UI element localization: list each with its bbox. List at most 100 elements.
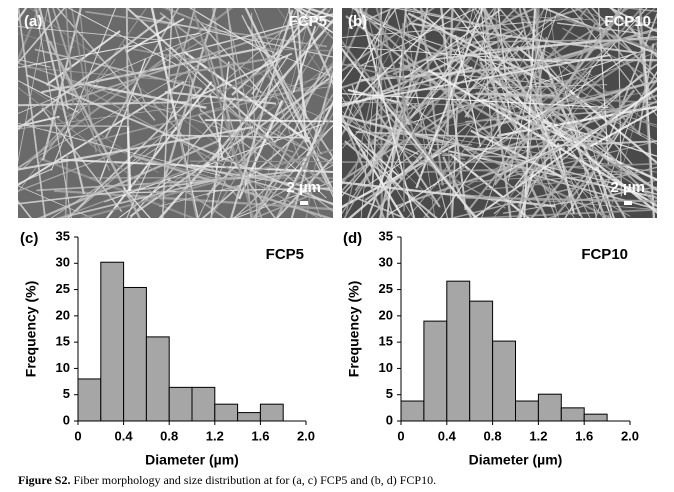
fiber [129,74,333,218]
fiber [226,8,255,143]
fiber [18,8,41,63]
fiber [50,8,117,171]
fiber [104,122,325,203]
fiber [419,8,444,186]
bar [400,400,425,422]
fiber [470,34,506,112]
fiber [133,154,333,218]
fiber [514,124,565,187]
fiber [342,8,418,134]
fiber [559,91,657,128]
panel-label: (d) [343,230,362,247]
fiber [159,12,237,72]
fiber [50,144,162,218]
fiber [41,8,82,161]
bar [560,407,585,422]
fiber [192,52,293,100]
fiber [18,58,51,68]
fiber [562,8,643,97]
fiber [454,34,482,147]
fiber [34,48,202,90]
fiber [474,8,657,207]
fiber [404,9,436,218]
fiber [342,8,436,72]
fiber [481,13,558,218]
fiber [122,44,146,105]
fiber [523,71,657,145]
scale-bar [300,201,308,205]
fiber [342,47,477,218]
caption: Figure S2. Fiber morphology and size dis… [18,473,436,487]
fiber [442,156,473,218]
fiber [375,8,420,152]
fiber [134,14,333,58]
bar [214,403,239,422]
fiber [446,8,454,136]
bar [492,340,517,422]
fiber [479,61,525,142]
fiber [460,208,657,218]
fiber [64,154,69,218]
fiber [507,8,548,182]
y-tick-label: 15 [379,334,393,349]
y-tick-label: 0 [63,412,70,427]
fiber [401,9,501,81]
x-tick-label: 1.6 [575,428,593,443]
fiber [502,186,657,214]
sem-image [342,8,657,218]
fiber [609,8,657,59]
fiber [342,115,405,218]
y-tick-label: 20 [379,307,393,322]
fiber [305,57,333,218]
fiber [589,108,657,148]
fiber [342,124,431,218]
fiber [342,54,611,106]
fiber [472,8,510,109]
x-tick-label: 1.6 [251,428,269,443]
fiber [392,8,499,30]
fiber [290,69,333,218]
fiber [342,63,439,89]
fiber [201,102,333,218]
fiber [234,180,333,218]
fiber [348,8,395,29]
x-tick-label: 1.2 [206,428,224,443]
fiber [344,8,392,218]
fiber [459,8,590,174]
fiber [240,8,332,145]
fiber [183,50,310,143]
fiber [18,115,60,128]
bar [145,336,170,422]
fiber [161,8,173,218]
fiber [550,91,627,218]
fiber [342,113,386,218]
scale-bar-label: 2 µm [287,179,322,196]
fiber [531,173,657,211]
fiber [288,8,308,120]
fiber [342,181,556,208]
fiber [118,179,171,218]
fiber [18,169,305,205]
fiber [18,66,191,83]
sample-label: FCP5 [289,13,327,30]
fiber [555,15,657,52]
fiber [304,8,333,18]
fiber [608,8,657,33]
fiber [52,8,73,68]
fiber [595,103,637,218]
fiber [342,143,473,146]
fiber [534,8,540,67]
fiber [557,22,641,35]
fiber [359,8,416,218]
y-tick-label: 35 [56,228,70,243]
fiber [498,8,634,166]
y-tick-label: 30 [56,255,70,270]
sample-label: FCP10 [604,13,651,30]
fiber [342,61,428,149]
fiber [210,8,291,218]
fiber [205,43,263,218]
fiber [501,114,575,218]
fiber [296,8,307,143]
y-tick-label: 25 [379,281,393,296]
